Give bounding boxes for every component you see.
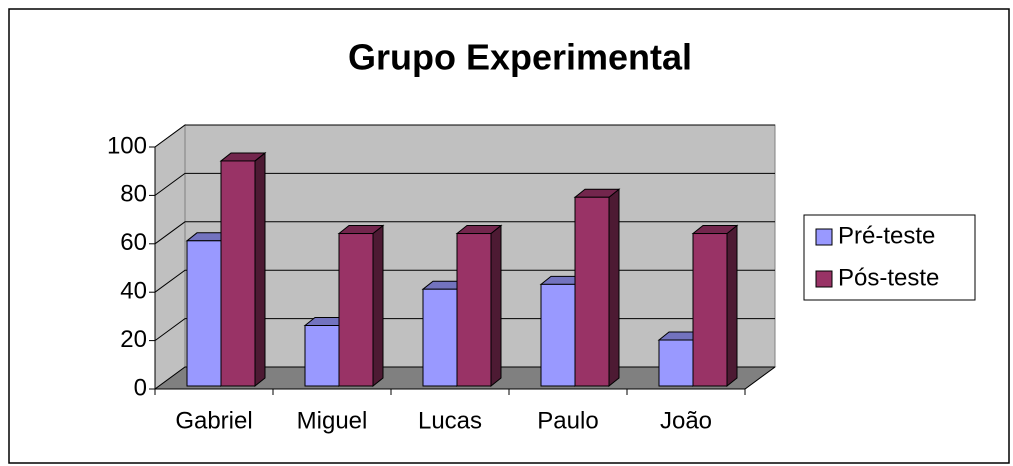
bar [540, 283, 576, 387]
y-tick-label: 0 [134, 374, 147, 401]
legend-label: Pós-teste [838, 264, 939, 291]
chart-title: Grupo Experimental [348, 37, 692, 78]
y-tick-label: 80 [120, 181, 147, 208]
bar [422, 288, 458, 387]
grid-line [154, 124, 775, 148]
bar [574, 196, 610, 387]
y-tick-label: 20 [120, 326, 147, 353]
bar [692, 233, 728, 387]
legend-swatch [815, 270, 833, 288]
legend-label: Pré-teste [838, 222, 935, 249]
bar [456, 233, 492, 387]
bar [338, 233, 374, 387]
side-wall [154, 124, 186, 390]
y-tick-label: 100 [107, 132, 147, 159]
bar-side [726, 224, 738, 388]
x-tick-label: Miguel [297, 407, 368, 434]
grid-line [154, 172, 775, 196]
bar-side [254, 151, 266, 388]
bar [220, 160, 256, 387]
x-tick-label: João [660, 407, 712, 434]
bar-side [490, 224, 502, 388]
x-tick-label: Paulo [537, 407, 598, 434]
bar [186, 240, 222, 387]
x-tick-label: Gabriel [175, 407, 252, 434]
bar [658, 339, 694, 387]
bar-side [372, 224, 384, 388]
bar-side [608, 188, 620, 388]
bar [304, 325, 340, 387]
x-tick-label: Lucas [418, 407, 482, 434]
legend-swatch [815, 228, 833, 246]
y-tick-label: 40 [120, 278, 147, 305]
y-tick-label: 60 [120, 229, 147, 256]
